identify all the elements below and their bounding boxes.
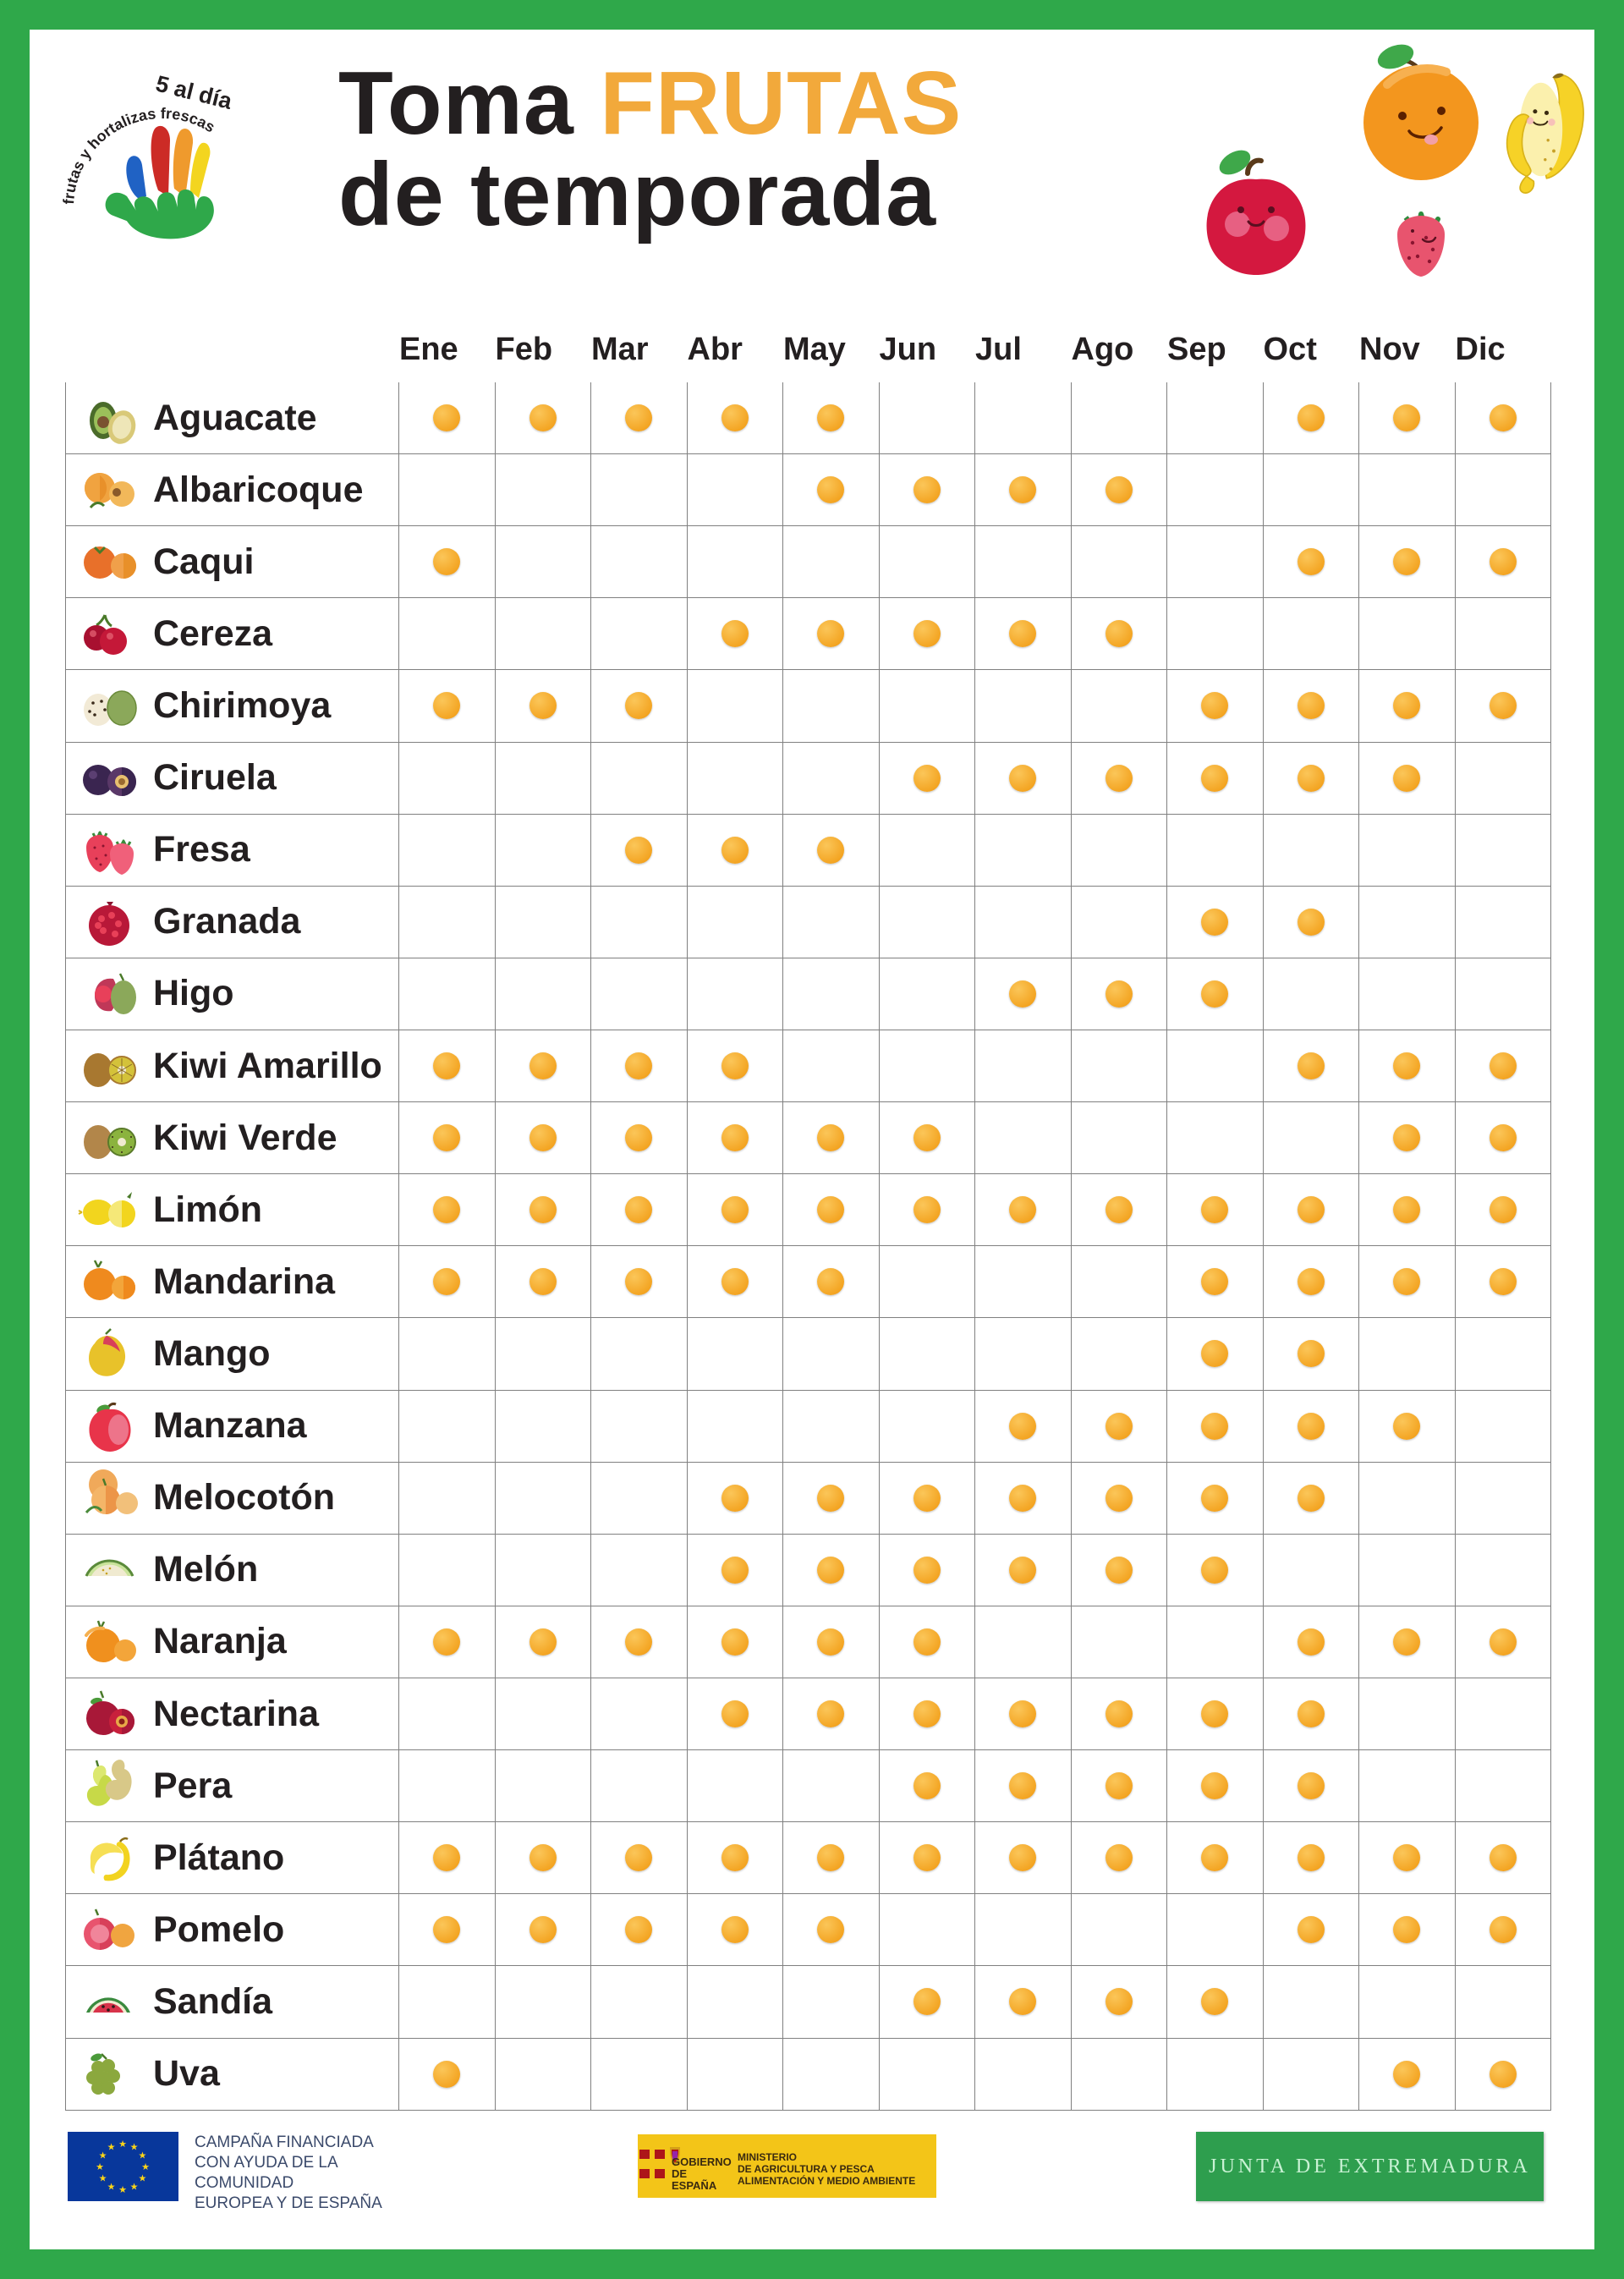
svg-text:★: ★: [138, 2174, 146, 2184]
svg-text:★: ★: [99, 2174, 107, 2184]
svg-text:★: ★: [96, 2162, 104, 2172]
svg-text:★: ★: [107, 2143, 116, 2153]
svg-text:★: ★: [130, 2143, 139, 2153]
svg-text:★: ★: [107, 2182, 116, 2192]
svg-text:★: ★: [141, 2162, 150, 2172]
svg-text:★: ★: [118, 2185, 127, 2195]
svg-text:★: ★: [99, 2151, 107, 2161]
svg-text:★: ★: [118, 2139, 127, 2150]
svg-text:★: ★: [138, 2151, 146, 2161]
svg-text:★: ★: [130, 2182, 139, 2192]
